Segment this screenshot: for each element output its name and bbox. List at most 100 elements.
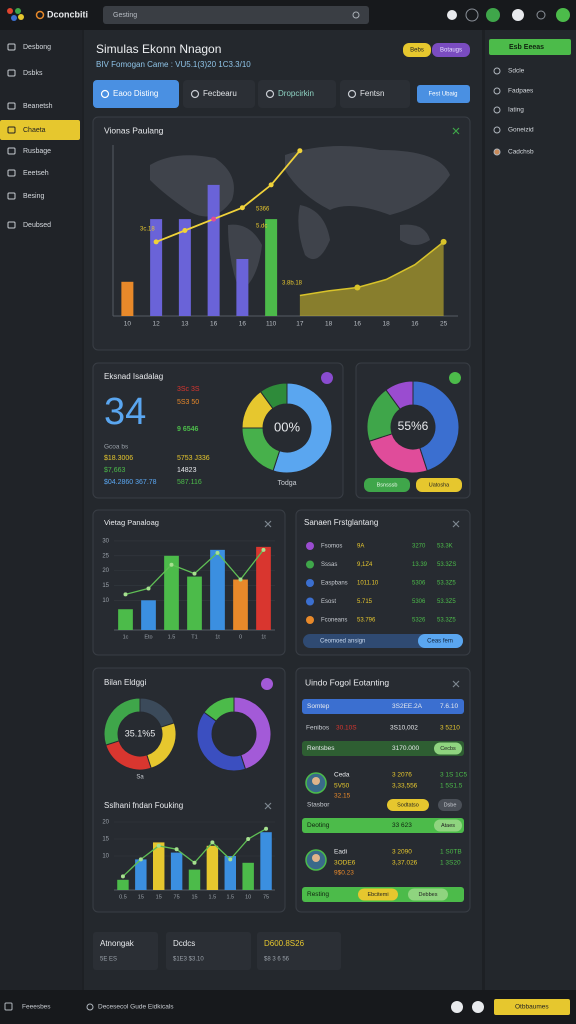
footer-link[interactable]: Decesecol Gude Eidkicals — [98, 1004, 174, 1011]
tab[interactable] — [340, 80, 410, 108]
summary-sub: 5E ES — [100, 957, 117, 963]
row-button[interactable] — [387, 799, 429, 811]
close-icon[interactable] — [264, 520, 272, 528]
tab-label[interactable]: Fentsn — [360, 89, 384, 98]
line-point — [192, 571, 197, 576]
area-point — [440, 238, 447, 245]
panel-item[interactable]: Cadchsb — [508, 149, 534, 156]
panel-item[interactable]: Sdcle — [508, 68, 525, 75]
row-button-label[interactable]: Debbes — [419, 892, 438, 898]
footer-button-label[interactable]: Otbbaumes — [515, 1004, 549, 1011]
legend-title: Gcoa bs — [104, 444, 129, 451]
header-button[interactable] — [403, 43, 431, 57]
header-button-label[interactable]: Bebs — [410, 48, 424, 54]
row-button[interactable] — [358, 888, 398, 901]
row-bar — [302, 699, 464, 714]
footer-link[interactable]: Feeesbes — [22, 1004, 51, 1011]
nav-item[interactable]: Deubsed — [23, 222, 51, 229]
annotation: 5.dc — [256, 224, 267, 230]
nav-icon — [7, 192, 16, 200]
tab[interactable] — [93, 80, 179, 108]
row-cell: 9A — [357, 544, 364, 550]
figure: 5S3 50 — [177, 399, 199, 406]
status-icon[interactable] — [465, 8, 479, 22]
settings-icon[interactable] — [512, 9, 524, 21]
search-box[interactable] — [103, 6, 369, 24]
card-badge[interactable] — [449, 372, 461, 384]
nav-item[interactable]: Eeetseh — [23, 170, 49, 177]
tab[interactable] — [183, 80, 255, 108]
line-point — [182, 228, 188, 233]
row-cell: 3 1S 1C5 — [440, 772, 467, 779]
input-placeholder: Ceomoed ansign — [320, 639, 365, 645]
panel-item[interactable]: Goneizid — [508, 127, 534, 134]
menu-icon[interactable] — [536, 10, 546, 20]
card-badge[interactable] — [261, 678, 273, 690]
close-icon[interactable] — [452, 680, 460, 688]
tab-label[interactable]: Eaoo Disting — [113, 89, 158, 98]
bar — [118, 609, 133, 630]
stat-line: 14823 — [177, 467, 197, 474]
nav-item[interactable]: Besing — [23, 193, 45, 200]
row-button[interactable] — [438, 799, 462, 811]
card-badge[interactable] — [321, 372, 333, 384]
row-cell: 53.3ZS — [437, 562, 456, 568]
green-icon[interactable] — [556, 8, 570, 22]
card-button-label[interactable]: Bsnsssb — [377, 482, 398, 488]
footer-icon[interactable] — [451, 1001, 463, 1013]
nav-item[interactable]: Rusbage — [23, 148, 51, 155]
card-button-label[interactable]: Uatosha — [429, 482, 450, 488]
annotation: 3.8b.18 — [282, 281, 303, 287]
tab-label[interactable]: Fecbearu — [203, 89, 237, 98]
x-tick-label: 75 — [174, 894, 180, 900]
row-cell: 3 2090 — [392, 849, 412, 856]
x-tick-label: 16 — [354, 321, 362, 328]
card-button-label[interactable]: Ceas fem — [427, 639, 453, 645]
panel-item[interactable]: Fadpaes — [508, 88, 534, 95]
x-tick-label: 17 — [296, 321, 304, 328]
nav-item[interactable]: Desbong — [23, 44, 51, 51]
bar — [210, 549, 225, 630]
tab-label[interactable]: Dropcirkin — [278, 89, 314, 98]
donut-segment — [233, 696, 272, 770]
x-tick-label: 75 — [263, 894, 269, 900]
y-tick-label: 15 — [102, 583, 109, 589]
panel-button-label[interactable]: Esb Eeeas — [509, 44, 544, 51]
row-button[interactable] — [434, 819, 462, 832]
close-icon[interactable] — [452, 127, 460, 135]
row-button-label[interactable]: Sodtatso — [397, 802, 419, 808]
card-button[interactable] — [418, 634, 463, 648]
user-icon[interactable] — [447, 10, 457, 20]
row-button[interactable] — [434, 742, 462, 755]
search-placeholder: Gesting — [113, 12, 137, 19]
logo-dot — [15, 8, 21, 14]
panel-button[interactable] — [489, 39, 571, 55]
header-button[interactable] — [432, 43, 470, 57]
nav-item[interactable]: Beanetsh — [23, 103, 53, 110]
close-icon[interactable] — [264, 802, 272, 810]
avatar[interactable] — [486, 8, 500, 22]
panel-item[interactable]: Iating — [508, 107, 524, 114]
card-button[interactable] — [416, 478, 462, 492]
footer-button[interactable] — [494, 999, 570, 1015]
nav-item[interactable]: Chaeta — [23, 127, 46, 134]
donut-caption: Todga — [277, 480, 296, 487]
x-tick-label: 0 — [239, 634, 242, 640]
close-icon[interactable] — [452, 520, 460, 528]
action-button[interactable] — [417, 85, 470, 103]
nav-item[interactable]: Dsbks — [23, 70, 43, 77]
row-button-label[interactable]: Ataes — [441, 823, 455, 829]
row-button-label[interactable]: Ebcitemi — [367, 892, 388, 898]
row-button-label[interactable]: Cecbs — [440, 746, 456, 752]
action-button-label[interactable]: Fest Ubaig — [428, 92, 457, 98]
row-cell: 3S10,002 — [390, 725, 418, 732]
row-button-label[interactable]: Dsbe — [444, 802, 457, 808]
row-button[interactable] — [408, 888, 448, 901]
tab[interactable] — [258, 80, 336, 108]
header-button-label[interactable]: Botaugs — [440, 48, 462, 54]
card-button[interactable] — [364, 478, 410, 492]
row-cell: 9,1Z4 — [357, 562, 373, 568]
logo-dot — [7, 8, 13, 14]
footer-icon[interactable] — [472, 1001, 484, 1013]
x-tick-label: 1t — [215, 634, 220, 640]
